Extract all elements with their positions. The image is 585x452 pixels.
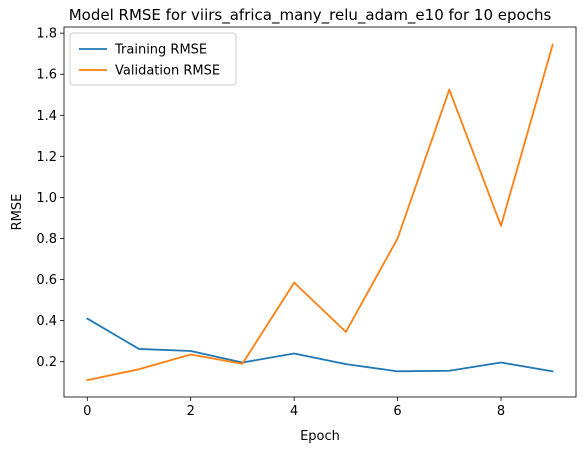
x-tick-label: 0 — [83, 404, 91, 419]
x-axis-ticks: 0 2 4 6 8 — [83, 397, 505, 419]
series-line-training-rmse — [86, 317, 554, 373]
y-tick-label: 0.4 — [36, 314, 57, 329]
x-tick-label: 4 — [290, 404, 298, 419]
y-axis-label: RMSE — [10, 194, 25, 231]
legend-box — [69, 32, 237, 86]
series-line-validation-rmse — [86, 43, 554, 382]
plot-area-frame — [63, 26, 577, 398]
legend-entry-label: Validation RMSE — [115, 64, 220, 79]
x-tick-label: 6 — [393, 404, 401, 419]
chart-title: Model RMSE for viirs_africa_many_relu_ad… — [69, 6, 552, 25]
plot-series-group — [86, 43, 554, 382]
y-tick-label: 1.0 — [36, 191, 57, 206]
y-tick-label: 0.2 — [36, 355, 57, 370]
y-axis-ticks: 0.2 0.4 0.6 0.8 1.0 1.2 1.4 1.6 1.8 — [36, 27, 64, 370]
y-tick-label: 1.6 — [36, 68, 57, 83]
legend: Training RMSE Validation RMSE — [69, 32, 237, 86]
x-tick-label: 8 — [497, 404, 505, 419]
y-tick-label: 1.8 — [36, 27, 57, 42]
y-tick-label: 0.8 — [36, 232, 57, 247]
x-tick-label: 2 — [187, 404, 195, 419]
y-tick-label: 1.4 — [36, 109, 57, 124]
legend-entry-label: Training RMSE — [114, 43, 207, 58]
x-axis-label: Epoch — [300, 429, 340, 444]
y-tick-label: 0.6 — [36, 273, 57, 288]
y-tick-label: 1.2 — [36, 150, 57, 165]
